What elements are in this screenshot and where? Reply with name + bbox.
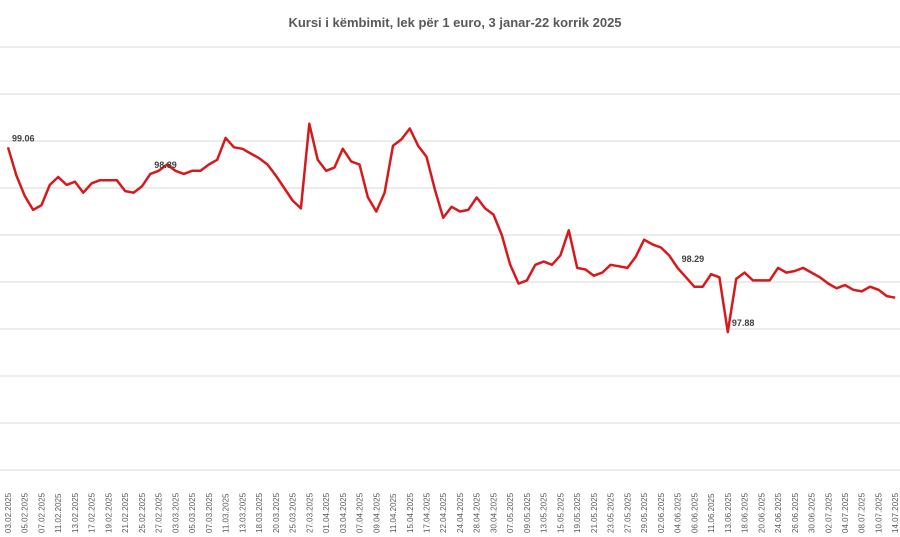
x-tick-label: 06.06.2025 xyxy=(690,492,699,533)
x-tick-label: 11.02.2025 xyxy=(54,493,63,533)
x-tick-label: 04.07.2025 xyxy=(841,492,850,533)
x-tick-label: 25.02.2025 xyxy=(138,492,147,533)
x-tick-label: 05.02.2025 xyxy=(21,492,30,533)
x-tick-label: 20.03.2025 xyxy=(272,492,281,533)
x-tick-label: 19.05.2025 xyxy=(573,492,582,533)
x-tick-label: 13.06.2025 xyxy=(724,492,733,533)
x-tick-label: 29.05.2025 xyxy=(640,492,649,533)
x-tick-label: 03.02.2025 xyxy=(4,492,13,533)
line xyxy=(6,122,896,334)
x-tick-label: 13.03.2025 xyxy=(238,492,247,533)
x-tick-label: 30.06.2025 xyxy=(808,492,817,533)
x-tick-label: 13.02.2025 xyxy=(71,492,80,533)
x-tick-label: 19.02.2025 xyxy=(104,492,113,533)
x-tick-label: 18.06.2025 xyxy=(741,492,750,533)
x-tick-label: 22.04.2025 xyxy=(439,492,448,533)
x-tick-label: 03.04.2025 xyxy=(339,492,348,533)
x-tick-label: 21.02.2025 xyxy=(121,492,130,533)
x-tick-label: 03.03.2025 xyxy=(171,492,180,533)
x-tick-label: 15.04.2025 xyxy=(406,492,415,533)
value-label: 98.29 xyxy=(682,254,705,264)
x-tick-label: 21.05.2025 xyxy=(590,492,599,533)
x-tick-label: 13.05.2025 xyxy=(540,492,549,533)
value-label: 97.88 xyxy=(732,318,755,328)
x-tick-label: 07.03.2025 xyxy=(205,492,214,533)
x-tick-label: 10.07.2025 xyxy=(874,492,883,533)
x-tick-label: 15.05.2025 xyxy=(556,492,565,533)
chart-title: Kursi i këmbimit, lek për 1 euro, 3 jana… xyxy=(288,15,621,30)
x-tick-label: 25.03.2025 xyxy=(289,492,298,533)
x-tick-label: 23.05.2025 xyxy=(607,492,616,533)
value-label: 98.89 xyxy=(154,160,177,170)
x-tick-label: 08.07.2025 xyxy=(858,492,867,533)
x-tick-label: 30.04.2025 xyxy=(489,492,498,533)
x-tick-label: 11.06.2025 xyxy=(707,493,716,533)
x-tick-label: 11.03.2025 xyxy=(222,493,231,533)
x-tick-label: 07.04.2025 xyxy=(356,492,365,533)
x-tick-label: 24.06.2025 xyxy=(774,492,783,533)
x-tick-label: 11.04.2025 xyxy=(389,493,398,533)
x-tick-label: 07.02.2025 xyxy=(37,492,46,533)
x-tick-label: 17.04.2025 xyxy=(423,492,432,533)
x-tick-label: 02.07.2025 xyxy=(824,492,833,533)
x-tick-label: 28.04.2025 xyxy=(473,492,482,533)
x-tick-label: 24.04.2025 xyxy=(456,492,465,533)
x-tick-label: 14.07.2025 xyxy=(891,492,900,533)
x-tick-label: 18.03.2025 xyxy=(255,492,264,533)
x-tick-label: 09.04.2025 xyxy=(372,492,381,533)
x-tick-label: 01.04.2025 xyxy=(322,492,331,533)
x-tick-label: 27.02.2025 xyxy=(155,492,164,533)
x-tick-label: 27.05.2025 xyxy=(623,492,632,533)
x-tick-label: 05.03.2025 xyxy=(188,492,197,533)
x-tick-label: 20.06.2025 xyxy=(757,492,766,533)
x-tick-label: 26.06.2025 xyxy=(791,492,800,533)
x-tick-label: 07.05.2025 xyxy=(506,492,515,533)
x-tick-label: 02.06.2025 xyxy=(657,492,666,533)
x-tick-label: 27.03.2025 xyxy=(305,492,314,533)
x-tick-label: 17.02.2025 xyxy=(88,492,97,533)
value-label: 99.06 xyxy=(12,133,35,143)
x-tick-label: 04.06.2025 xyxy=(674,492,683,533)
x-tick-label: 09.05.2025 xyxy=(523,492,532,533)
